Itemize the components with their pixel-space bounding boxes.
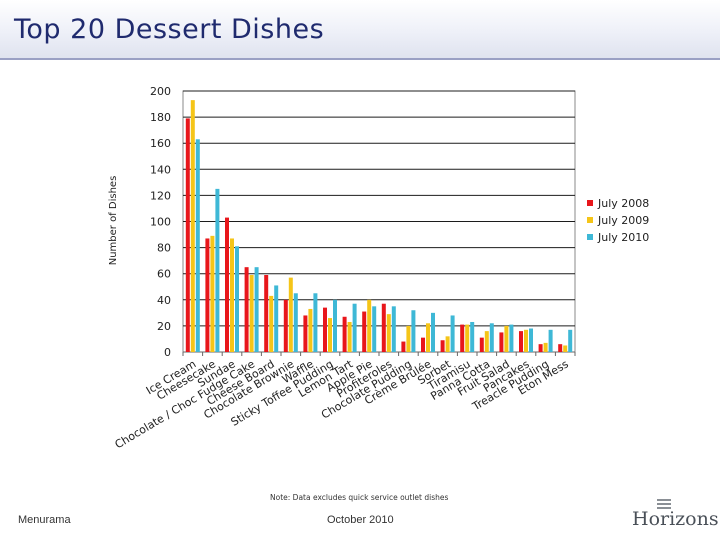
y-tick-label: 20	[157, 320, 171, 333]
bar-july-2008	[538, 344, 543, 352]
bar-july-2008	[479, 337, 484, 352]
legend-swatch	[587, 217, 593, 223]
bar-july-2008	[303, 315, 308, 352]
logo-text: Horizons	[632, 508, 719, 530]
bar-july-2008	[499, 332, 504, 352]
bar-july-2010	[548, 329, 553, 352]
bar-july-2010	[450, 315, 455, 352]
y-tick-label: 100	[150, 216, 171, 229]
bar-july-2009	[288, 277, 293, 352]
bar-july-2008	[205, 238, 210, 352]
bar-july-2009	[563, 345, 568, 352]
logo-mark-icon	[657, 499, 671, 509]
bar-july-2010	[411, 310, 416, 352]
bar-july-2010	[529, 328, 533, 352]
bar-july-2009	[445, 336, 450, 352]
bar-july-2009	[386, 314, 391, 352]
bar-july-2008	[558, 344, 563, 352]
bar-july-2010	[352, 303, 357, 352]
bar-july-2010	[333, 299, 337, 352]
legend-label: July 2008	[597, 197, 649, 210]
bar-july-2010	[391, 306, 396, 352]
bar-july-2008	[342, 316, 347, 352]
bar-july-2009	[504, 325, 509, 352]
legend-label: July 2009	[597, 214, 649, 227]
bar-july-2009	[308, 308, 313, 352]
bar-july-2010	[509, 324, 514, 352]
legend-swatch	[587, 234, 593, 240]
y-tick-label: 180	[150, 111, 171, 124]
bar-july-2008	[264, 275, 269, 352]
page-title: Top 20 Dessert Dishes	[14, 14, 325, 45]
bar-july-2008	[381, 303, 386, 352]
bar-july-2009	[543, 342, 548, 352]
bar-july-2008	[323, 307, 327, 352]
bar-july-2010	[254, 267, 259, 352]
bar-july-2008	[283, 299, 288, 352]
title-bar: Top 20 Dessert Dishes	[0, 0, 720, 60]
bar-july-2009	[426, 323, 430, 352]
bar-july-2010	[372, 306, 377, 352]
y-tick-label: 200	[150, 85, 171, 98]
bar-july-2008	[185, 118, 190, 352]
bar-july-2008	[460, 324, 465, 352]
bar-july-2010	[274, 285, 279, 352]
bar-july-2009	[230, 238, 234, 352]
bar-july-2008	[401, 341, 406, 352]
y-tick-label: 80	[157, 242, 171, 255]
y-tick-label: 60	[157, 268, 171, 281]
footer-date: October 2010	[327, 514, 394, 526]
y-axis-label: Number of Dishes	[108, 176, 119, 266]
bar-july-2010	[215, 188, 220, 352]
bar-july-2009	[249, 275, 254, 352]
bar-july-2010	[235, 246, 239, 352]
bar-july-2009	[347, 321, 352, 352]
bar-july-2010	[489, 323, 494, 352]
y-tick-label: 0	[164, 346, 171, 359]
bar-july-2009	[524, 329, 528, 352]
y-tick-label: 140	[150, 163, 171, 176]
y-tick-label: 40	[157, 294, 171, 307]
bar-july-2010	[195, 139, 200, 352]
bar-july-2010	[293, 293, 298, 352]
bar-july-2009	[269, 295, 274, 352]
bar-july-2010	[568, 329, 573, 352]
bar-july-2008	[440, 340, 445, 352]
bar-july-2008	[225, 217, 229, 352]
legend-swatch	[587, 200, 593, 206]
bar-july-2008	[519, 331, 523, 352]
bar-july-2009	[484, 331, 489, 352]
legend-label: July 2010	[597, 231, 649, 244]
bar-july-2008	[421, 337, 425, 352]
bar-july-2010	[431, 312, 435, 352]
bar-july-2010	[313, 293, 318, 352]
footer-brand: Menurama	[18, 514, 71, 526]
bar-july-2009	[210, 235, 215, 352]
bar-july-2008	[362, 311, 367, 352]
bar-july-2008	[244, 267, 249, 352]
bar-july-2009	[465, 324, 470, 352]
horizons-logo: Horizons	[630, 498, 719, 532]
y-tick-label: 120	[150, 189, 171, 202]
y-tick-label: 160	[150, 137, 171, 150]
bar-july-2009	[328, 318, 332, 352]
bar-july-2009	[367, 299, 372, 352]
chart-note: Note: Data excludes quick service outlet…	[270, 493, 448, 502]
bar-july-2009	[190, 100, 195, 352]
bar-july-2010	[470, 321, 475, 352]
bar-july-2009	[406, 325, 411, 352]
